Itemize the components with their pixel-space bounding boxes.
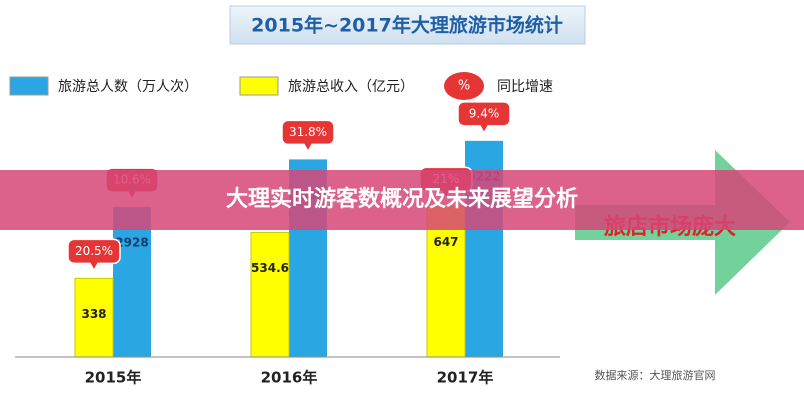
legend-bubble bbox=[444, 72, 484, 100]
x-tick-label: 2017年 bbox=[437, 369, 494, 387]
bar bbox=[113, 207, 151, 357]
title-box bbox=[229, 5, 586, 45]
chart-title: 2015年~2017年大理旅游市场统计 bbox=[251, 14, 563, 37]
value-label: 534.6 bbox=[251, 261, 289, 275]
growth-bubble bbox=[281, 119, 335, 153]
x-tick-label: 2015年 bbox=[85, 369, 142, 387]
bar bbox=[250, 232, 290, 358]
legend-label: 同比增速 bbox=[497, 79, 553, 95]
bar bbox=[74, 277, 114, 358]
legend-label: 旅游总收入（亿元） bbox=[288, 79, 414, 95]
banner: 大理实时游客数概况及未来展望分析 bbox=[226, 186, 578, 212]
banner-band bbox=[0, 170, 804, 230]
legend-swatch bbox=[239, 76, 279, 96]
growth-label: 9.4% bbox=[469, 106, 500, 120]
growth-label: 20.5% bbox=[75, 244, 113, 258]
value-label: 647 bbox=[433, 235, 458, 249]
legend-label: 旅游总人数（万人次） bbox=[58, 79, 198, 95]
x-tick-label: 2016年 bbox=[261, 369, 318, 387]
source: 数据来源：大理旅游官网 bbox=[595, 368, 716, 382]
value-label: 2928 bbox=[115, 236, 148, 250]
legend-swatch bbox=[9, 76, 49, 96]
growth-bubble bbox=[457, 101, 511, 135]
legend-symbol: % bbox=[458, 79, 470, 94]
value-label: 338 bbox=[81, 307, 106, 321]
growth-bubble bbox=[67, 238, 121, 272]
growth-label: 31.8% bbox=[289, 125, 327, 139]
